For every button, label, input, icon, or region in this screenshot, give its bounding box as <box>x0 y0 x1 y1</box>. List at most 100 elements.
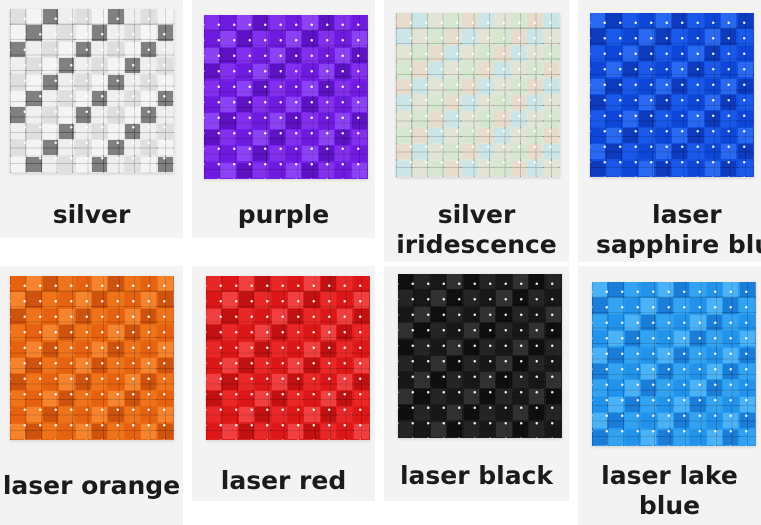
sequin-tile <box>706 364 722 380</box>
sequin-tile <box>42 390 58 406</box>
sequin-tile <box>204 64 220 80</box>
sequin-tile <box>10 25 26 41</box>
sequin-tile <box>124 41 140 57</box>
sequin-tile <box>622 78 638 94</box>
sequin-tile <box>92 292 108 308</box>
sequin-tile <box>271 325 287 341</box>
sequin-tile <box>75 140 91 156</box>
sequin-tile <box>480 339 496 355</box>
sequin-tile <box>157 276 173 292</box>
sequin-tile <box>108 123 124 139</box>
sequin-tile <box>108 25 124 41</box>
sequin-tile <box>92 276 108 292</box>
sequin-tile <box>59 156 75 172</box>
sequin-tile <box>286 146 302 162</box>
sequin-tile <box>141 9 157 25</box>
sequin-tile <box>655 29 671 45</box>
sequin-tile <box>606 127 622 143</box>
sequin-tile <box>545 274 561 290</box>
sequin-tile <box>494 111 510 127</box>
sequin-tile <box>608 282 624 298</box>
sequin-tile <box>721 95 737 111</box>
sequin-tile <box>414 339 430 355</box>
sequin-tile <box>706 413 722 429</box>
sequin-tile <box>141 325 157 341</box>
sequin-tile <box>108 358 124 374</box>
sequin-tile <box>527 62 543 78</box>
sequin-tile <box>206 341 222 357</box>
sequin-tile <box>304 276 320 292</box>
sequin-tile <box>398 372 414 388</box>
sequin-tile <box>253 80 269 96</box>
sequin-tile <box>641 298 657 314</box>
sequin-tile <box>75 374 91 390</box>
sequin-tile <box>529 323 545 339</box>
sequin-tile <box>496 274 512 290</box>
sequin-tile <box>75 74 91 90</box>
sequin-tile <box>271 358 287 374</box>
sequin-tile <box>657 298 673 314</box>
sequin-tile <box>622 144 638 160</box>
sequin-tile <box>75 9 91 25</box>
sequin-tile <box>157 358 173 374</box>
sequin-tile <box>288 358 304 374</box>
sequin-tile <box>141 341 157 357</box>
sequin-tile <box>639 45 655 61</box>
sequin-tile <box>220 129 236 145</box>
sequin-tile <box>337 292 353 308</box>
sequin-tile <box>463 405 479 421</box>
sequin-tile <box>124 123 140 139</box>
sequin-tile <box>706 429 722 445</box>
sequin-tile <box>10 325 26 341</box>
sequin-tile <box>688 45 704 61</box>
sequin-tile <box>26 123 42 139</box>
sequin-tile <box>320 308 336 324</box>
sequin-tile <box>543 78 559 94</box>
label-line: silver <box>437 200 516 229</box>
sequin-tile <box>396 127 412 143</box>
sequin-tile <box>337 390 353 406</box>
sequin-tile <box>512 339 528 355</box>
sequin-tile <box>59 423 75 439</box>
sequin-tile <box>510 62 526 78</box>
sequin-tile <box>445 144 461 160</box>
sequin-tile <box>428 160 444 176</box>
sequin-tile <box>222 390 238 406</box>
sequin-tile <box>75 407 91 423</box>
sequin-tile <box>220 146 236 162</box>
sequin-tile <box>496 388 512 404</box>
sequin-tile <box>428 45 444 61</box>
sequin-tile <box>527 29 543 45</box>
sequin-tile <box>414 323 430 339</box>
sequin-tile <box>42 123 58 139</box>
sequin-tile <box>288 374 304 390</box>
sequin-tile <box>304 308 320 324</box>
sequin-tile <box>606 95 622 111</box>
sequin-panel-laser-sapphire-blue <box>590 13 754 177</box>
sequin-tile <box>543 62 559 78</box>
sequin-tile <box>622 29 638 45</box>
sequin-tile <box>253 146 269 162</box>
sequin-tile <box>75 58 91 74</box>
sequin-tile <box>721 160 737 176</box>
sequin-tile <box>26 74 42 90</box>
sequin-tile <box>737 144 753 160</box>
sequin-tile <box>447 356 463 372</box>
sequin-tile <box>108 276 124 292</box>
sequin-tile <box>59 123 75 139</box>
sequin-tile <box>286 97 302 113</box>
sequin-tile <box>59 292 75 308</box>
sequin-tile <box>59 91 75 107</box>
sequin-tile <box>706 282 722 298</box>
sequin-tile <box>606 144 622 160</box>
sequin-tile <box>672 144 688 160</box>
sequin-tile <box>529 421 545 437</box>
sequin-tile <box>463 274 479 290</box>
sequin-tile <box>706 314 722 330</box>
sequin-tile <box>92 25 108 41</box>
sequin-tile <box>494 160 510 176</box>
sequin-tile <box>141 276 157 292</box>
sequin-tile <box>478 45 494 61</box>
sequin-tile <box>512 306 528 322</box>
sequin-tile <box>204 31 220 47</box>
